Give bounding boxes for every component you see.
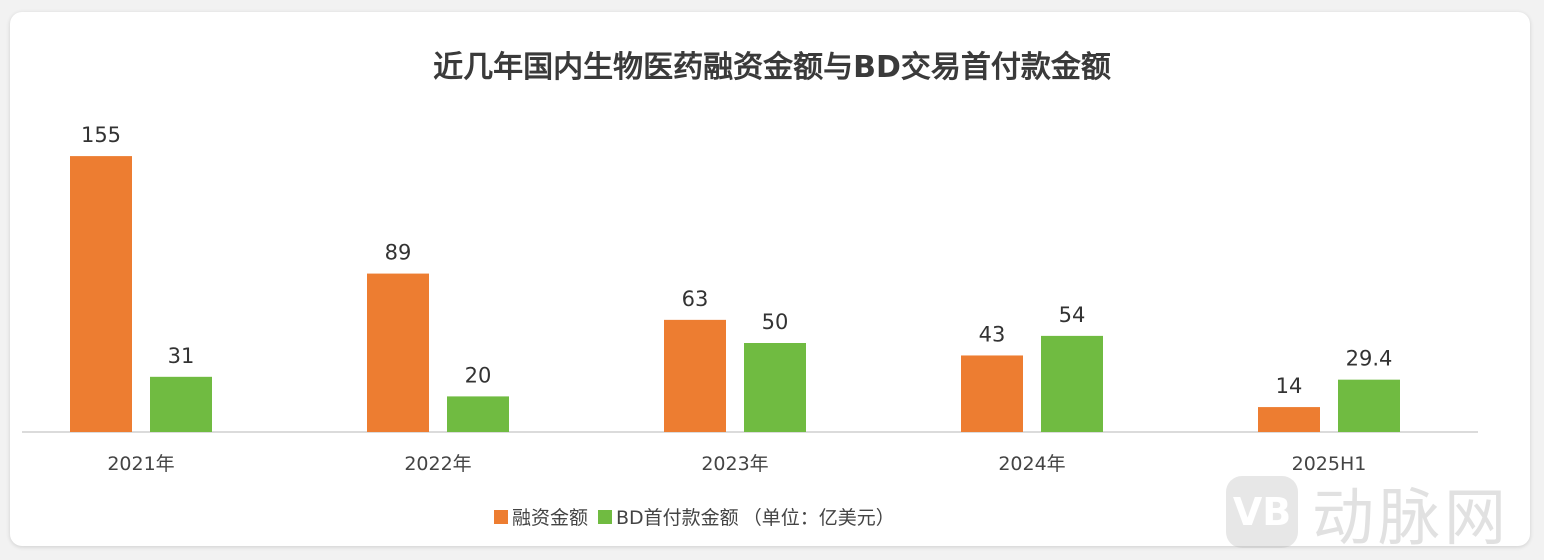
- x-tick-label: 2025H1: [1292, 453, 1367, 475]
- bar-bd: [744, 343, 806, 432]
- data-label: 50: [762, 310, 789, 334]
- watermark: VB 动脉网: [1226, 467, 1510, 557]
- chart-card: [10, 12, 1530, 546]
- data-label: 155: [81, 123, 121, 147]
- legend-swatch-bd: [598, 509, 613, 524]
- legend: 融资金额 BD首付款金额 （单位：亿美元）: [494, 503, 895, 530]
- legend-unit: （单位：亿美元）: [742, 507, 895, 529]
- data-label: 89: [385, 241, 412, 265]
- chart-title: 近几年国内生物医药融资金额与BD交易首付款金额: [433, 50, 1111, 85]
- bar-bd: [1041, 335, 1103, 432]
- data-label: 29.4: [1346, 347, 1393, 371]
- x-tick-label: 2021年: [107, 453, 174, 475]
- bar-financing: [664, 319, 726, 432]
- data-label: 54: [1059, 303, 1086, 327]
- data-label: 14: [1276, 374, 1303, 398]
- bar-bd: [150, 376, 212, 432]
- x-tick-label: 2024年: [998, 453, 1065, 475]
- x-tick-label: 2022年: [404, 453, 471, 475]
- legend-label-bd: BD首付款金额: [616, 507, 739, 529]
- data-label: 63: [682, 287, 709, 311]
- legend-swatch-financing: [494, 509, 508, 524]
- data-label: 31: [168, 344, 195, 368]
- watermark-text: 动脉网: [1312, 481, 1511, 554]
- bar-financing: [1258, 407, 1320, 432]
- bar-bd: [447, 396, 509, 432]
- data-label: 43: [979, 322, 1006, 346]
- x-tick-label: 2023年: [701, 453, 768, 475]
- bar-bd: [1338, 379, 1400, 432]
- bar-financing: [367, 273, 429, 432]
- bar-financing: [961, 355, 1023, 432]
- watermark-logo: VB: [1226, 476, 1298, 548]
- bar-financing: [70, 156, 132, 432]
- legend-label-financing: 融资金额: [512, 507, 589, 529]
- data-label: 20: [465, 363, 492, 387]
